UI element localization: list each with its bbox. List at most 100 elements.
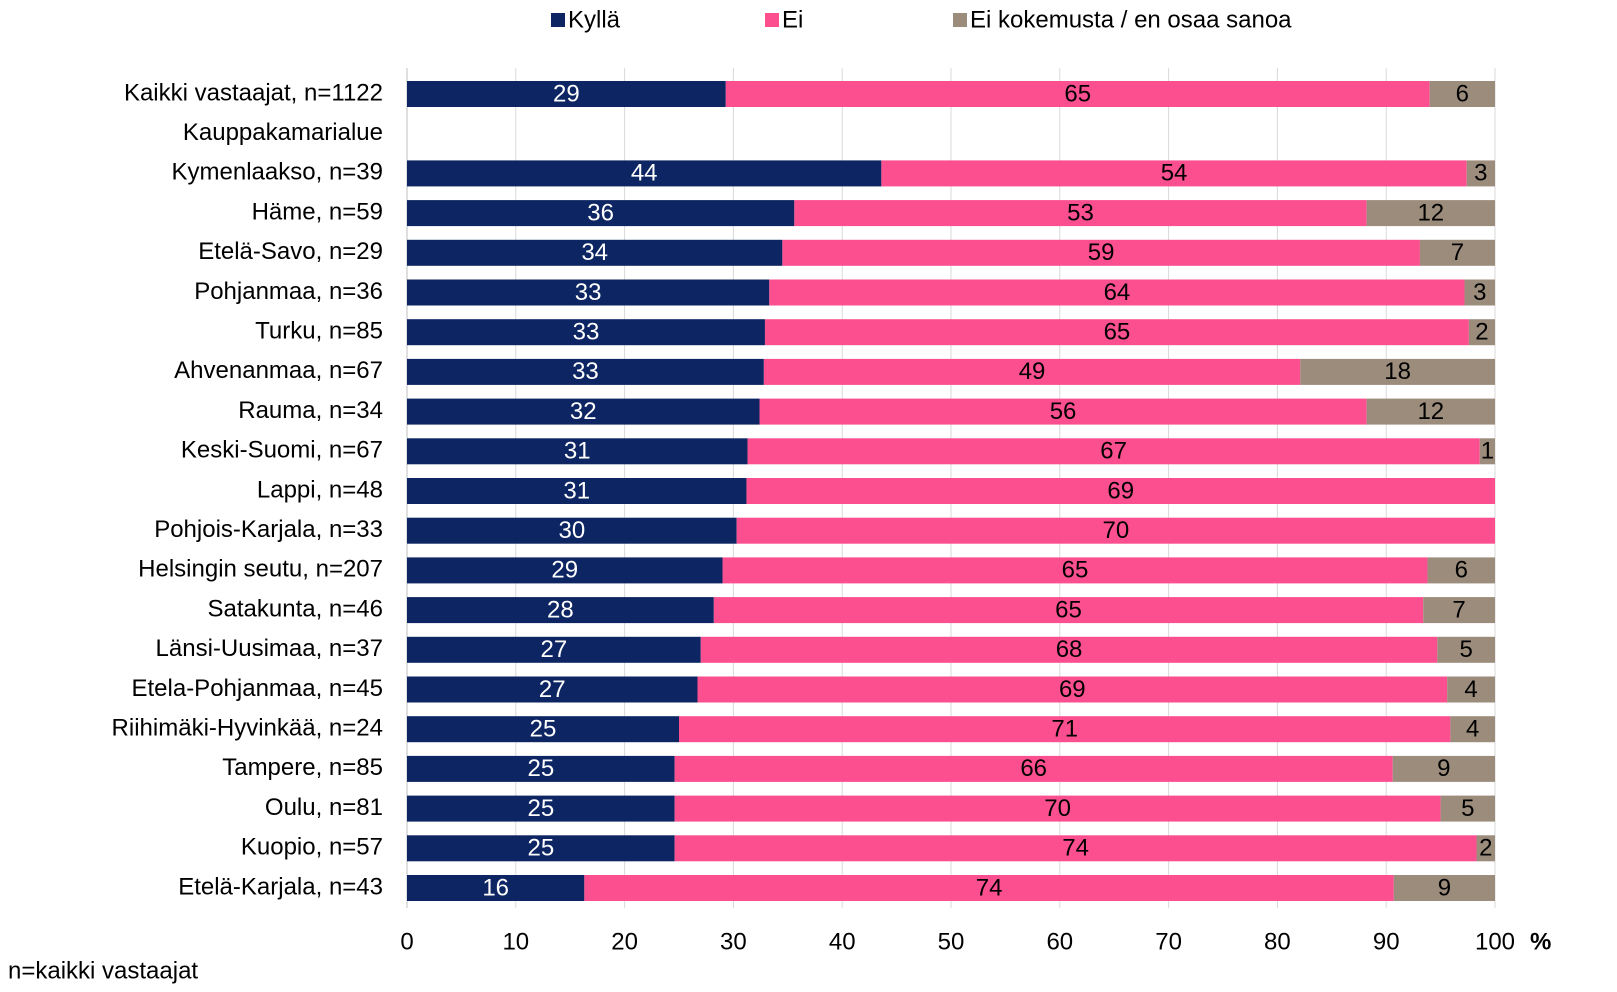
data-label: 33 bbox=[575, 279, 602, 306]
bar-segment bbox=[407, 239, 783, 266]
bar-segment bbox=[407, 160, 882, 187]
data-label: 7 bbox=[1452, 596, 1465, 623]
data-label: 9 bbox=[1438, 874, 1451, 901]
bar-segment bbox=[407, 755, 675, 782]
data-label: 66 bbox=[1020, 755, 1047, 782]
y-tick-label: Rauma, n=34 bbox=[238, 397, 383, 424]
data-label: 9 bbox=[1437, 755, 1450, 782]
x-axis-unit: % bbox=[1530, 928, 1551, 955]
bar-segment bbox=[763, 358, 1301, 385]
bar-segment bbox=[881, 160, 1467, 187]
bar-segment bbox=[407, 716, 679, 743]
data-label: 74 bbox=[976, 874, 1003, 901]
x-tick-label: 70 bbox=[1155, 928, 1182, 955]
bar-segment bbox=[407, 795, 675, 822]
bar-segment bbox=[697, 676, 1448, 703]
bar-segment bbox=[782, 239, 1420, 266]
data-label: 5 bbox=[1459, 636, 1472, 663]
x-tick-label: 100 bbox=[1475, 928, 1515, 955]
bar-segment bbox=[1423, 597, 1495, 624]
bar-segment bbox=[1466, 160, 1495, 187]
legend-label: Ei bbox=[782, 6, 803, 33]
data-label: 31 bbox=[564, 438, 591, 465]
y-tick-label: Etela-Pohjanmaa, n=45 bbox=[131, 675, 383, 702]
y-tick-label: Riihimäki-Hyvinkää, n=24 bbox=[112, 715, 383, 742]
bar-segment bbox=[1437, 636, 1495, 663]
bar-segment bbox=[1479, 438, 1495, 465]
data-label: 68 bbox=[1056, 636, 1083, 663]
bar-segment bbox=[674, 835, 1477, 862]
data-label: 31 bbox=[563, 477, 590, 504]
legend-swatch bbox=[953, 13, 967, 27]
data-label: 2 bbox=[1475, 319, 1488, 346]
bar-segment bbox=[407, 478, 747, 504]
footnote: n=kaikki vastaajat bbox=[8, 957, 198, 984]
data-label: 53 bbox=[1067, 199, 1094, 226]
bar-segment bbox=[679, 716, 1451, 743]
bar-segment bbox=[764, 319, 1469, 346]
bar-segment bbox=[1300, 358, 1495, 385]
data-label: 2 bbox=[1479, 835, 1492, 862]
bar-segment bbox=[407, 557, 723, 584]
data-label: 70 bbox=[1102, 517, 1129, 544]
data-label: 4 bbox=[1464, 676, 1477, 703]
bar-segment bbox=[747, 438, 1480, 465]
data-label: 12 bbox=[1417, 398, 1444, 425]
data-label: 49 bbox=[1019, 358, 1046, 385]
bar-segment bbox=[794, 200, 1367, 227]
bar-segment bbox=[407, 597, 714, 624]
y-tick-label: Kauppakamarialue bbox=[183, 119, 383, 146]
data-label: 67 bbox=[1100, 438, 1127, 465]
data-label: 28 bbox=[547, 596, 574, 623]
data-label: 25 bbox=[527, 755, 554, 782]
data-label: 33 bbox=[573, 319, 600, 346]
bar-segment bbox=[407, 81, 726, 107]
x-tick-label: 10 bbox=[502, 928, 529, 955]
bar-segment bbox=[1476, 835, 1495, 862]
data-label: 27 bbox=[541, 636, 568, 663]
bar-segment bbox=[1447, 676, 1495, 703]
x-tick-label: 60 bbox=[1046, 928, 1073, 955]
y-tick-label: Satakunta, n=46 bbox=[208, 595, 383, 622]
data-label: 30 bbox=[558, 517, 585, 544]
bar-segment bbox=[584, 875, 1394, 901]
y-tick-label: Ahvenanmaa, n=67 bbox=[174, 357, 383, 384]
x-tick-label: 30 bbox=[720, 928, 747, 955]
data-label: 59 bbox=[1088, 239, 1115, 266]
bar-segment bbox=[674, 755, 1393, 782]
data-label: 12 bbox=[1417, 199, 1444, 226]
y-tick-label: Etelä-Karjala, n=43 bbox=[178, 873, 383, 900]
bar-segment bbox=[759, 398, 1367, 425]
y-tick-label: Lappi, n=48 bbox=[257, 476, 383, 503]
y-tick-label: Oulu, n=81 bbox=[265, 794, 383, 821]
bar-segment bbox=[700, 636, 1438, 663]
bar-segment bbox=[407, 319, 765, 346]
data-label: 25 bbox=[530, 716, 557, 743]
data-label: 34 bbox=[581, 239, 608, 266]
bar-segment bbox=[1429, 81, 1495, 107]
bar-segment bbox=[736, 517, 1495, 544]
data-label: 65 bbox=[1055, 596, 1082, 623]
data-label: 65 bbox=[1104, 319, 1131, 346]
data-label: 7 bbox=[1451, 239, 1464, 266]
y-tick-label: Tampere, n=85 bbox=[222, 754, 383, 781]
bar-segment bbox=[1464, 279, 1495, 306]
data-label: 29 bbox=[553, 80, 580, 107]
y-tick-label: Etelä-Savo, n=29 bbox=[198, 238, 383, 265]
bar-segment bbox=[407, 517, 737, 544]
y-tick-label: Keski-Suomi, n=67 bbox=[181, 437, 383, 464]
data-label: 69 bbox=[1059, 676, 1086, 703]
data-label: 4 bbox=[1466, 716, 1479, 743]
data-label: 16 bbox=[482, 874, 509, 901]
legend-label: Ei kokemusta / en osaa sanoa bbox=[970, 6, 1292, 33]
data-label: 6 bbox=[1456, 80, 1469, 107]
bar-segment bbox=[674, 795, 1441, 822]
data-label: 56 bbox=[1050, 398, 1077, 425]
data-label: 64 bbox=[1104, 279, 1131, 306]
legend-swatch bbox=[551, 13, 565, 27]
bar-segment bbox=[407, 279, 770, 306]
data-label: 71 bbox=[1051, 716, 1078, 743]
data-label: 70 bbox=[1044, 795, 1071, 822]
bar-segment bbox=[407, 835, 675, 862]
y-tick-label: Häme, n=59 bbox=[252, 198, 383, 225]
